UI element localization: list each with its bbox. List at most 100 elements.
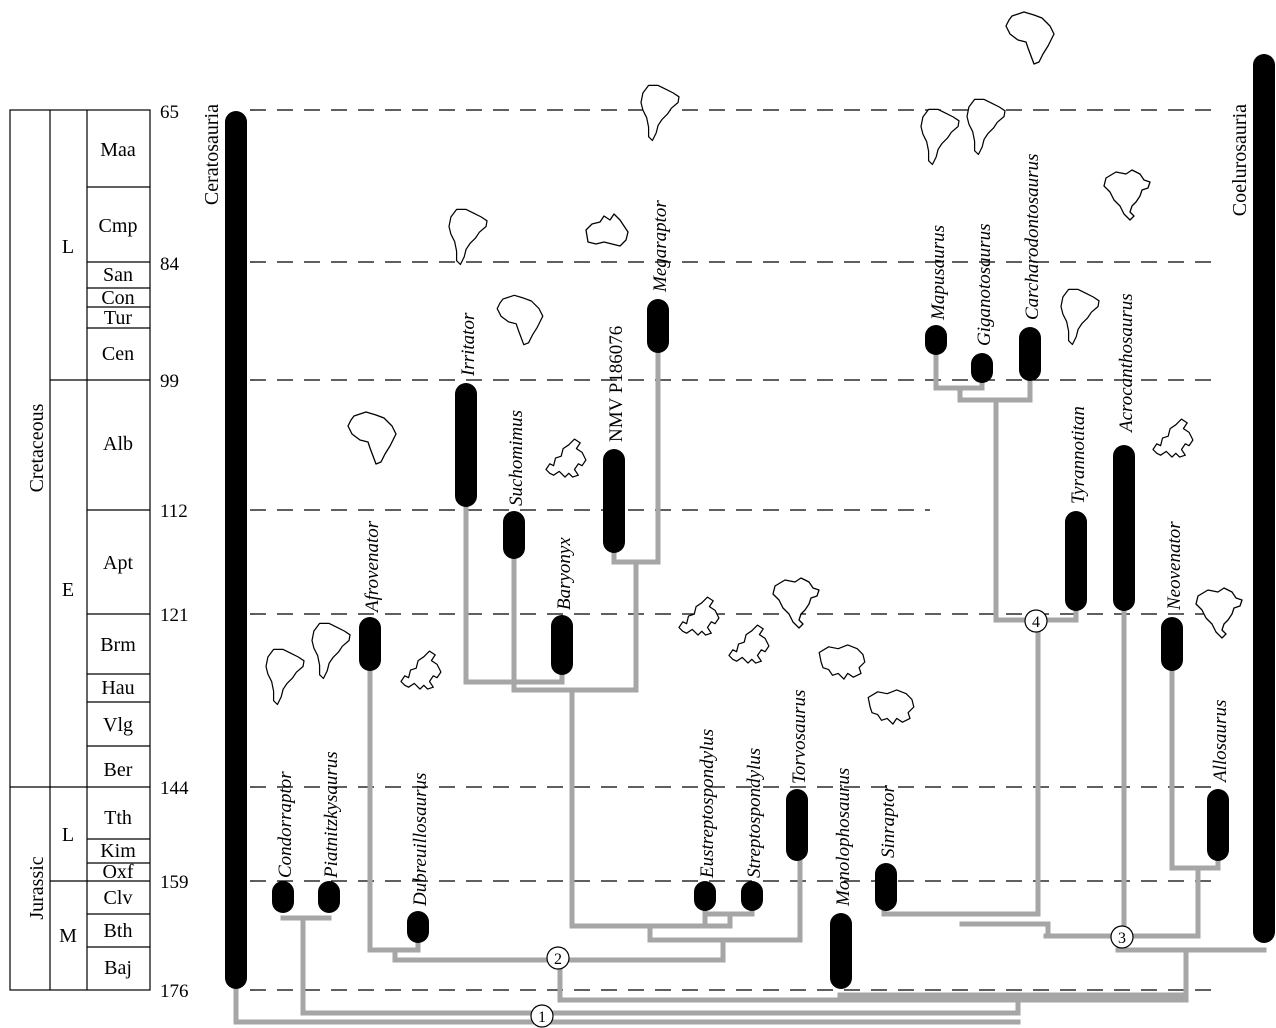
branch-node2 (392, 937, 726, 963)
stage-label: Tur (104, 307, 133, 329)
branch-crown (557, 947, 1189, 1003)
period-label-cretaceous: Cretaceous (26, 403, 48, 492)
node-label-2: 2 (554, 951, 562, 968)
south-america-map-icon (1060, 288, 1100, 346)
branch-node3-root (837, 947, 1267, 998)
stage-label: Vlg (103, 714, 133, 736)
continent-icons (265, 11, 1243, 725)
taxon-label-afrovenator: Afrovenator (362, 520, 383, 614)
taxon-label-mapusaurus: Mapusaurus (928, 225, 949, 321)
branch-sinraptor (881, 902, 1051, 939)
europe-map-icon (728, 624, 770, 664)
stage-label: Cmp (99, 215, 138, 237)
node-label-1: 1 (538, 1009, 546, 1026)
south-america-map-icon (966, 98, 1006, 156)
node-label-3: 3 (1118, 930, 1126, 947)
taxon-label-allosaurus: Allosaurus (1210, 700, 1231, 784)
age-tick: 112 (160, 501, 188, 522)
south-america-map-icon (448, 208, 488, 266)
time-gridlines (250, 109, 1212, 991)
taxon-labels: Ceratosauria Coelurosauria Condorraptor … (201, 104, 1251, 907)
europe-map-icon (1152, 418, 1194, 458)
period-label-jurassic: Jurassic (26, 856, 48, 919)
taxon-label-monolophosaurus: Monolophosaurus (833, 768, 854, 907)
epoch-label-early-cretaceous: E (62, 579, 74, 601)
stage-label: San (103, 264, 133, 286)
taxon-label-megaraptor: Megaraptor (650, 200, 671, 293)
branch-afrovenator-dubreuillosaurus (367, 657, 421, 963)
taxon-label-giganotosaurus: Giganotosaurus (974, 224, 995, 346)
age-tick: 121 (160, 605, 189, 626)
node-markers: 1 2 3 4 (530, 609, 1134, 1028)
taxon-label-dubreuillosaurus: Dubreuillosaurus (410, 773, 431, 907)
north-america-map-icon (772, 577, 820, 629)
age-tick: 65 (160, 102, 179, 123)
branch-carcharodontosaurinae (933, 347, 1033, 403)
asia-map-icon (867, 689, 915, 725)
stage-label: Con (101, 287, 134, 309)
europe-map-icon (545, 438, 587, 478)
europe-map-icon (400, 650, 442, 690)
taxon-label-condorraptor: Condorraptor (275, 771, 296, 878)
branch-allosaurus-neovenator (1043, 662, 1221, 939)
europe-map-icon (678, 596, 720, 636)
africa-map-icon (347, 411, 397, 465)
taxon-label-eustreptospondylus: Eustreptospondylus (697, 729, 718, 879)
age-tick: 159 (160, 872, 189, 893)
taxon-label-torvosaurus: Torvosaurus (789, 690, 810, 784)
africa-map-icon (496, 294, 544, 346)
branch-root (233, 984, 1021, 1025)
asia-map-icon (818, 644, 866, 680)
stage-label: Ber (104, 759, 133, 781)
taxon-label-irritator: Irritator (458, 312, 479, 377)
stage-label: Clv (104, 887, 133, 909)
node-circle-4 (1024, 609, 1048, 633)
stage-label: Bth (104, 920, 133, 942)
age-tick: 84 (160, 254, 180, 275)
taxon-label-tyrannotitan: Tyrannotitan (1068, 406, 1089, 504)
stage-label: Baj (104, 957, 132, 979)
stage-label: Apt (103, 552, 133, 574)
range-bars (225, 54, 1275, 989)
taxon-label-streptospondylus: Streptospondylus (744, 748, 765, 878)
age-tick: 144 (160, 778, 189, 799)
tree-branches (233, 347, 1267, 1025)
taxon-label-baryonyx: Baryonyx (554, 537, 575, 610)
stage-label: Tth (104, 807, 132, 829)
branch-eustreptospondylus-group (569, 853, 803, 943)
branch-piatnitzkysauridae (280, 915, 332, 1016)
node-circle-1 (530, 1004, 554, 1028)
node-circle-3 (1110, 925, 1134, 949)
taxon-label-nmv-p186076: NMV P186076 (606, 326, 627, 442)
taxon-label-piatnitzkysaurus: Piatnitzkysaurus (321, 751, 342, 879)
north-america-map-icon (1103, 169, 1151, 221)
south-america-map-icon (920, 108, 960, 166)
taxon-label-ceratosauria: Ceratosauria (201, 104, 223, 205)
time-scale-table: Cretaceous Jurassic L E L M Maa Cmp San … (9, 109, 151, 991)
age-tick: 99 (160, 371, 179, 392)
age-tick: 176 (160, 981, 189, 1002)
node-label-4: 4 (1032, 614, 1040, 631)
south-america-map-icon (311, 622, 351, 680)
branch-carcharodontosauridae (993, 397, 1079, 917)
stage-label: Maa (100, 139, 136, 161)
epoch-label-late-jurassic: L (62, 824, 74, 846)
south-america-map-icon (265, 648, 305, 706)
taxon-label-sinraptor: Sinraptor (878, 785, 899, 858)
stage-label: Oxf (102, 861, 133, 883)
stage-label: Brm (100, 634, 136, 656)
stage-label: Cen (102, 343, 134, 365)
taxon-label-acrocanthosaurus: Acrocanthosaurus (1116, 293, 1137, 434)
time-scale-frame (9, 109, 151, 991)
taxon-label-suchomimus: Suchomimus (506, 410, 527, 506)
taxon-label-neovenator: Neovenator (1164, 521, 1185, 611)
stage-label: Alb (103, 433, 133, 455)
stage-label: Kim (100, 840, 136, 862)
age-ticks: 65 84 99 112 121 144 159 176 (160, 102, 189, 1002)
node-circle-2 (546, 946, 570, 970)
africa-map-icon (1005, 11, 1055, 65)
epoch-label-middle-jurassic: M (59, 925, 77, 947)
australia-map-icon (585, 213, 629, 247)
stage-label: Hau (101, 677, 134, 699)
